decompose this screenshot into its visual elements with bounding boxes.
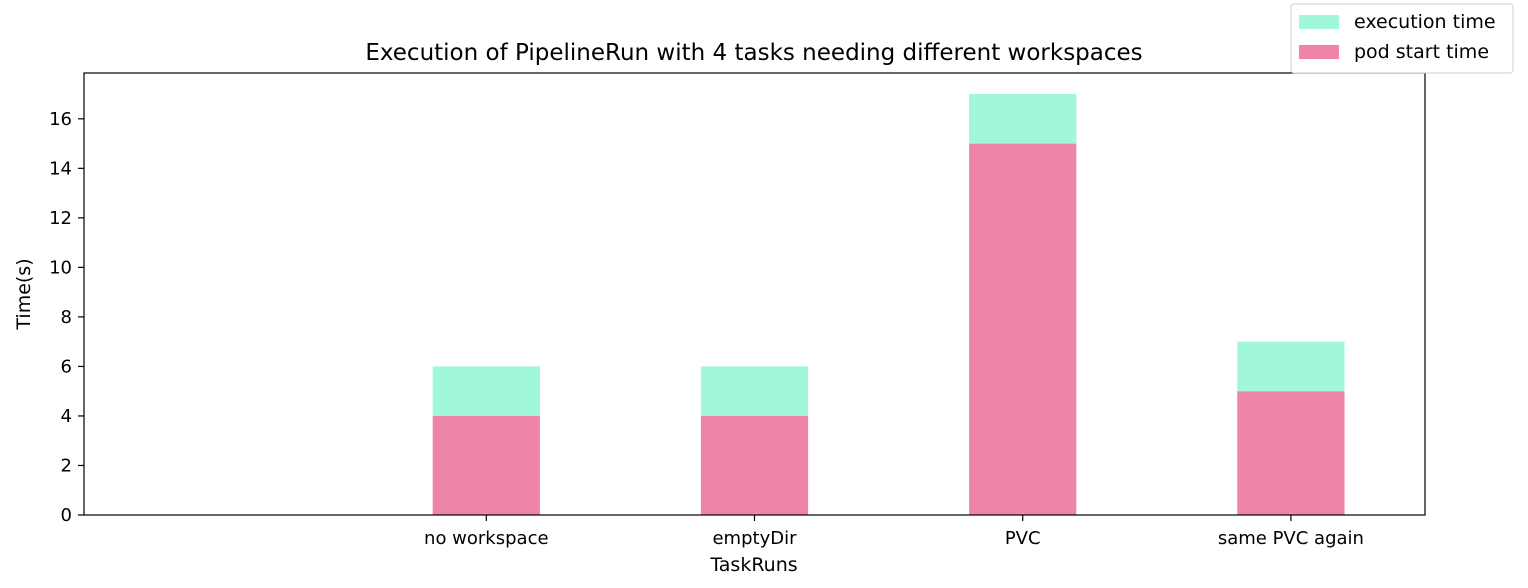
bar-pod-start-time-emptydir bbox=[700, 415, 809, 515]
x-axis: no workspace emptyDir PVC same PVC again bbox=[424, 515, 1364, 549]
bar-execution-time-no-workspace bbox=[432, 366, 540, 416]
y-tick-label: 16 bbox=[49, 109, 72, 130]
legend-frame bbox=[1290, 3, 1514, 74]
legend-label-execution-time: execution time bbox=[1354, 11, 1496, 33]
bar-execution-time-pvc bbox=[969, 94, 1077, 144]
y-axis-label: Time(s) bbox=[13, 258, 35, 330]
y-tick-label: 4 bbox=[61, 406, 72, 427]
x-tick-label: PVC bbox=[1005, 528, 1041, 549]
x-tick-label: emptyDir bbox=[712, 528, 797, 549]
legend-swatch-pod-start-time bbox=[1299, 45, 1339, 59]
x-axis-label: TaskRuns bbox=[709, 554, 797, 576]
legend-swatch-execution-time bbox=[1299, 15, 1339, 29]
legend-label-pod-start-time: pod start time bbox=[1354, 41, 1489, 63]
y-tick-label: 8 bbox=[61, 307, 72, 328]
bar-execution-time-same-pvc-again bbox=[1237, 341, 1345, 392]
x-tick-label: no workspace bbox=[424, 528, 549, 549]
bar-execution-time-emptydir bbox=[700, 366, 809, 416]
bar-pod-start-time-no-workspace bbox=[432, 415, 540, 515]
chart-title: Execution of PipelineRun with 4 tasks ne… bbox=[365, 40, 1142, 66]
y-tick-label: 2 bbox=[61, 455, 72, 476]
bar-pod-start-time-pvc bbox=[969, 143, 1077, 516]
y-tick-label: 0 bbox=[61, 505, 72, 526]
y-tick-label: 12 bbox=[49, 208, 72, 229]
bars bbox=[432, 94, 1345, 516]
y-axis: 0 2 4 6 8 10 12 14 16 bbox=[49, 109, 84, 526]
y-tick-label: 10 bbox=[49, 257, 72, 278]
y-tick-label: 6 bbox=[61, 356, 72, 377]
x-tick-label: same PVC again bbox=[1218, 528, 1364, 549]
bar-pod-start-time-same-pvc-again bbox=[1237, 391, 1345, 515]
y-tick-label: 14 bbox=[49, 158, 72, 179]
legend: execution time pod start time bbox=[1290, 3, 1514, 74]
